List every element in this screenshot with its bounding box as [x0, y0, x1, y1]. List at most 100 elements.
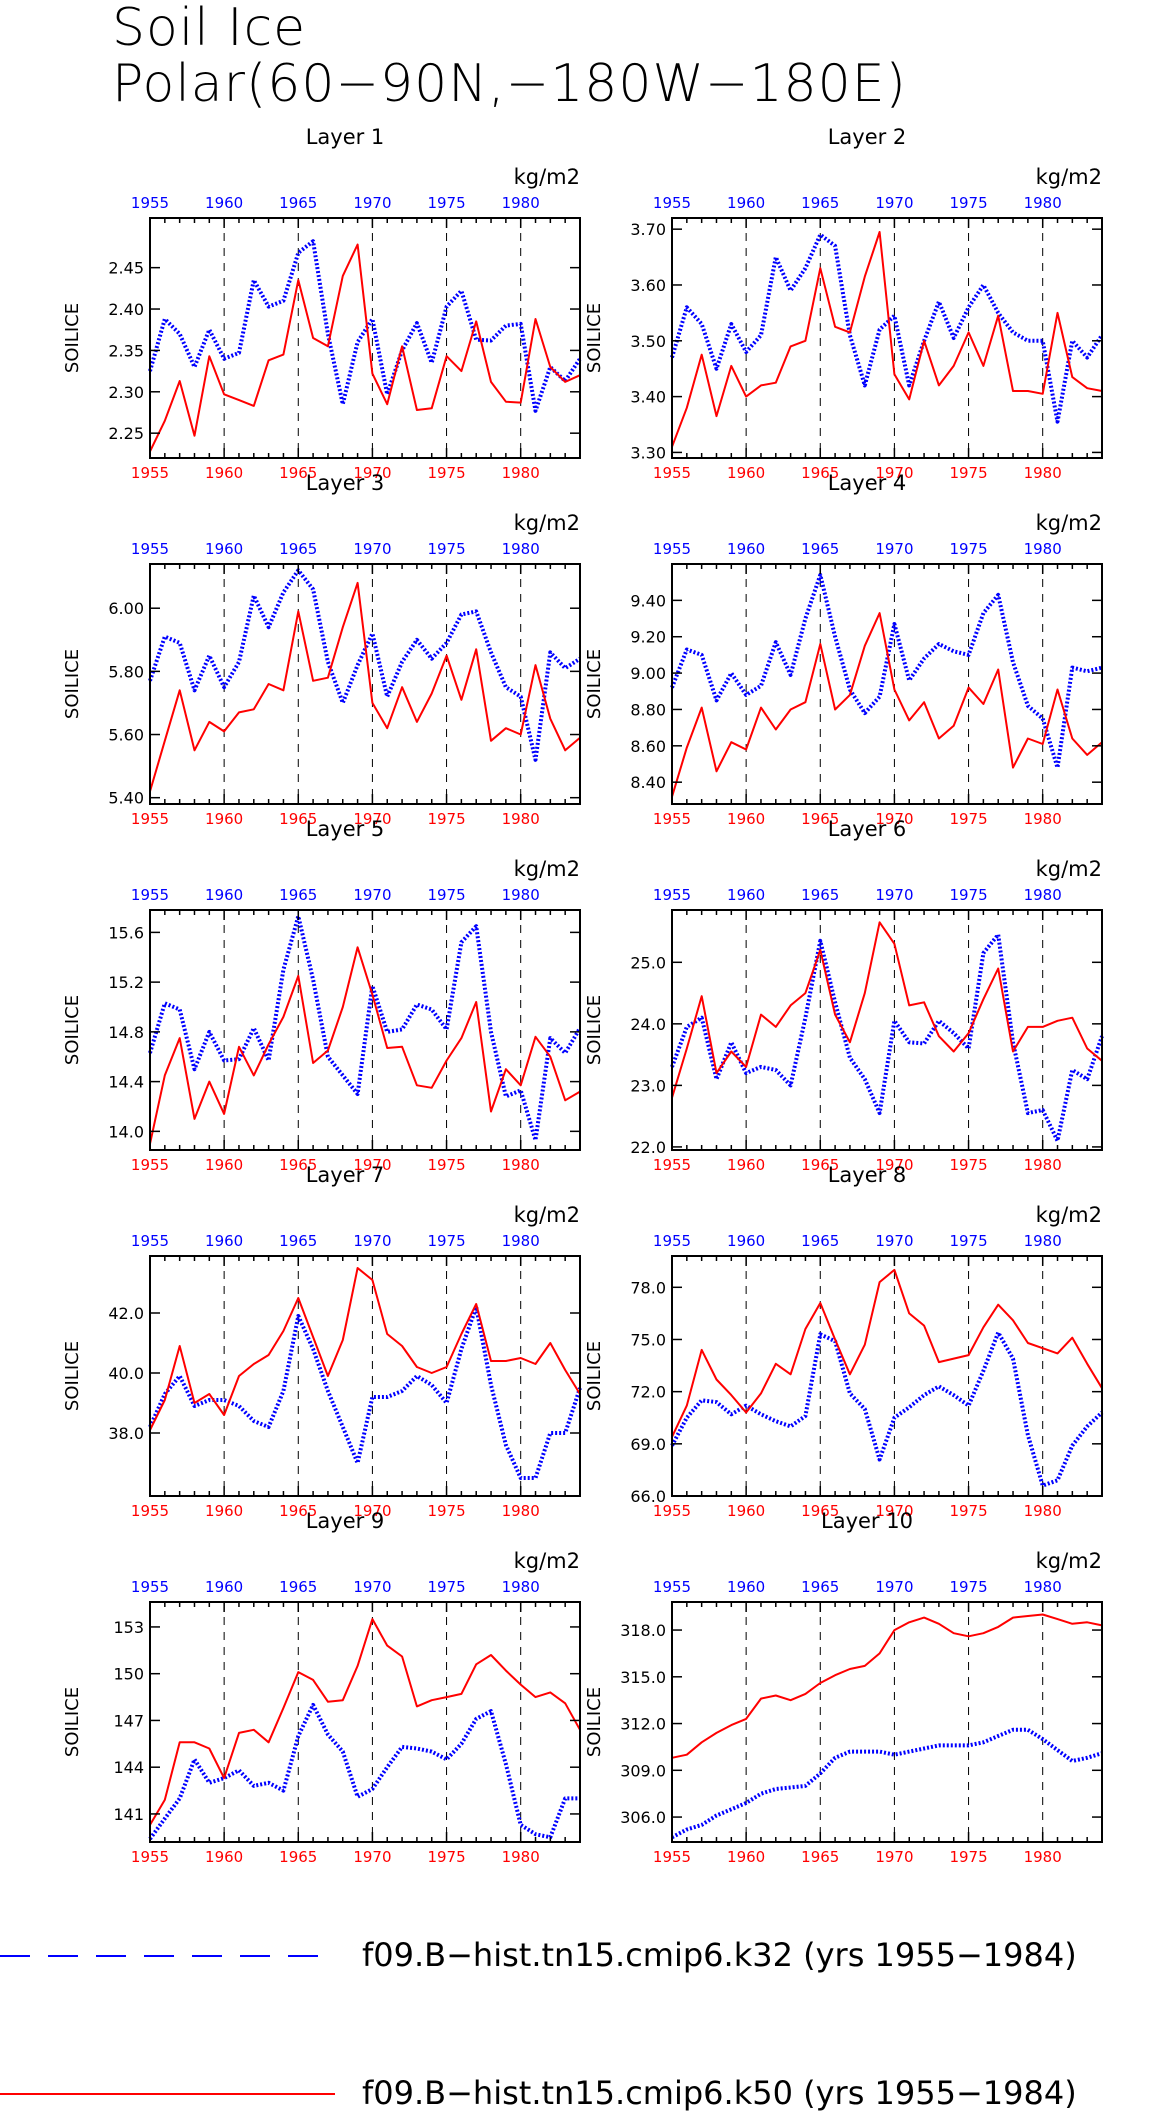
panel-7-frame [149, 1255, 581, 1497]
panel-9-ytick-label: 150 [113, 1665, 144, 1684]
panel-9-xtick-label-top: 1980 [502, 1578, 540, 1596]
panel-4-xtick-label-top: 1965 [801, 540, 839, 558]
panel-4-xtick-label-top: 1975 [949, 540, 987, 558]
panel-7-xtick-label-bottom: 1975 [427, 1502, 465, 1520]
panel-5-xtick-label-top: 1955 [131, 886, 169, 904]
panel-9-xtick-label-top: 1960 [205, 1578, 243, 1596]
panel-2-series-k32-line [670, 232, 1104, 424]
panel-4-ytick-label: 8.80 [630, 700, 666, 719]
panel-1-xtick-label-top: 1965 [279, 194, 317, 212]
panel-1-series-k50-line [149, 243, 581, 452]
panel-7-series-k50-line [149, 1267, 581, 1431]
panel-1-xtick-label-bottom: 1965 [279, 464, 317, 482]
panel-1-xtick-label-bottom: 1960 [205, 464, 243, 482]
panel-8-xtick-label-bottom: 1975 [949, 1502, 987, 1520]
panel-7-xtick-label-bottom: 1960 [205, 1502, 243, 1520]
panel-5-ytick-label: 15.6 [108, 923, 144, 942]
panel-2-title: Layer 2 [828, 125, 907, 149]
panel-8-frame [671, 1255, 1103, 1497]
panel-6-ytick-label: 23.0 [630, 1076, 666, 1095]
panel-4-series-k50-line [671, 612, 1103, 797]
panel-2-ytick-label: 3.50 [630, 332, 666, 351]
panel-10-units: kg/m2 [1036, 1549, 1102, 1573]
panel-3-xtick-label-top: 1980 [502, 540, 540, 558]
panel-1-xtick-label-top: 1960 [205, 194, 243, 212]
panel-8-xtick-label-bottom: 1955 [653, 1502, 691, 1520]
panel-8-ytick-label: 72.0 [630, 1383, 666, 1402]
panel-9-xtick-label-bottom: 1965 [279, 1848, 317, 1866]
panel-3-frame [149, 563, 581, 805]
panel-7-xtick-label-top: 1980 [502, 1232, 540, 1250]
panel-8-xtick-label-top: 1965 [801, 1232, 839, 1250]
panel-9-ytick-label: 153 [113, 1618, 144, 1637]
panel-3-xtick-label-bottom: 1980 [502, 810, 540, 828]
panel-5-xtick-label-bottom: 1960 [205, 1156, 243, 1174]
panel-2-xtick-label-bottom: 1965 [801, 464, 839, 482]
panel-4-xtick-label-top: 1955 [653, 540, 691, 558]
panel-10-series-k50-line [671, 1613, 1103, 1759]
panel-4-xtick-label-bottom: 1975 [949, 810, 987, 828]
panel-4-units: kg/m2 [1036, 511, 1102, 535]
panel-3-xtick-label-bottom: 1965 [279, 810, 317, 828]
panel-9-xtick-label-top: 1975 [427, 1578, 465, 1596]
panel-2-xtick-label-bottom: 1960 [727, 464, 765, 482]
panel-8-xtick-label-top: 1980 [1024, 1232, 1062, 1250]
panel-1-xtick-label-top: 1980 [502, 194, 540, 212]
panel-3-xtick-label-top: 1960 [205, 540, 243, 558]
panel-1-ytick-label: 2.35 [108, 341, 144, 360]
panel-5-series-k50-line [149, 946, 581, 1145]
panel-10-xtick-label-bottom: 1965 [801, 1848, 839, 1866]
panel-6-xtick-label-bottom: 1980 [1024, 1156, 1062, 1174]
legend-label-k32: f09.B−hist.tn15.cmip6.k32 (yrs 1955−1984… [362, 1936, 1077, 1974]
panel-2-xtick-label-top: 1965 [801, 194, 839, 212]
panel-6-xtick-label-bottom: 1975 [949, 1156, 987, 1174]
panel-10-ytick-label: 309.0 [620, 1761, 666, 1780]
panel-6-xtick-label-top: 1965 [801, 886, 839, 904]
panel-10-xtick-label-bottom: 1970 [875, 1848, 913, 1866]
legend-swatch-k50 [0, 2093, 335, 2095]
panel-8-ytick-label: 69.0 [630, 1435, 666, 1454]
panel-7-xtick-label-top: 1955 [131, 1232, 169, 1250]
panel-4-xtick-label-bottom: 1980 [1024, 810, 1062, 828]
panel-3-xtick-label-top: 1955 [131, 540, 169, 558]
panel-10-xtick-label-bottom: 1980 [1024, 1848, 1062, 1866]
panel-5-xtick-label-bottom: 1955 [131, 1156, 169, 1174]
panel-9-xtick-label-bottom: 1980 [502, 1848, 540, 1866]
panel-8-ytick-label: 66.0 [630, 1487, 666, 1506]
legend-swatch-k32 [0, 1955, 335, 1957]
panel-8-xtick-label-top: 1975 [949, 1232, 987, 1250]
panel-9-xtick-label-bottom: 1975 [427, 1848, 465, 1866]
panel-1-ytick-label: 2.25 [108, 424, 144, 443]
panel-4-ylabel: SOILICE [584, 649, 605, 719]
panel-6-title: Layer 6 [828, 817, 907, 841]
panel-10-ylabel: SOILICE [584, 1687, 605, 1757]
panel-4-ytick-label: 8.40 [630, 773, 666, 792]
panel-5-xtick-label-bottom: 1970 [353, 1156, 391, 1174]
panel-6-xtick-label-bottom: 1960 [727, 1156, 765, 1174]
panel-4-ytick-label: 8.60 [630, 737, 666, 756]
panel-7-xtick-label-top: 1960 [205, 1232, 243, 1250]
panel-9-series-k32-line [148, 1702, 580, 1841]
panel-10-xtick-label-top: 1965 [801, 1578, 839, 1596]
panel-1-units: kg/m2 [514, 165, 580, 189]
panel-6-ytick-label: 22.0 [630, 1138, 666, 1157]
panel-10-xtick-label-top: 1980 [1024, 1578, 1062, 1596]
panel-5-xtick-label-bottom: 1975 [427, 1156, 465, 1174]
panel-1-xtick-label-top: 1955 [131, 194, 169, 212]
panel-2-xtick-label-bottom: 1970 [875, 464, 913, 482]
panel-3-ytick-label: 6.00 [108, 599, 144, 618]
panel-3-xtick-label-top: 1965 [279, 540, 317, 558]
panel-5-units: kg/m2 [514, 857, 580, 881]
panel-9-ylabel: SOILICE [62, 1687, 83, 1757]
panel-9-series-k50-line [149, 1618, 581, 1826]
panel-5-xtick-label-top: 1975 [427, 886, 465, 904]
panel-10-xtick-label-bottom: 1955 [653, 1848, 691, 1866]
panel-8-xtick-label-top: 1970 [875, 1232, 913, 1250]
panel-1-series-k32-line [148, 239, 582, 413]
panel-8-units: kg/m2 [1036, 1203, 1102, 1227]
panel-6-ytick-label: 25.0 [630, 953, 666, 972]
panel-8-xtick-label-top: 1955 [653, 1232, 691, 1250]
panel-4-xtick-label-top: 1980 [1024, 540, 1062, 558]
panel-8-ylabel: SOILICE [584, 1341, 605, 1411]
panel-2-ytick-label: 3.70 [630, 220, 666, 239]
